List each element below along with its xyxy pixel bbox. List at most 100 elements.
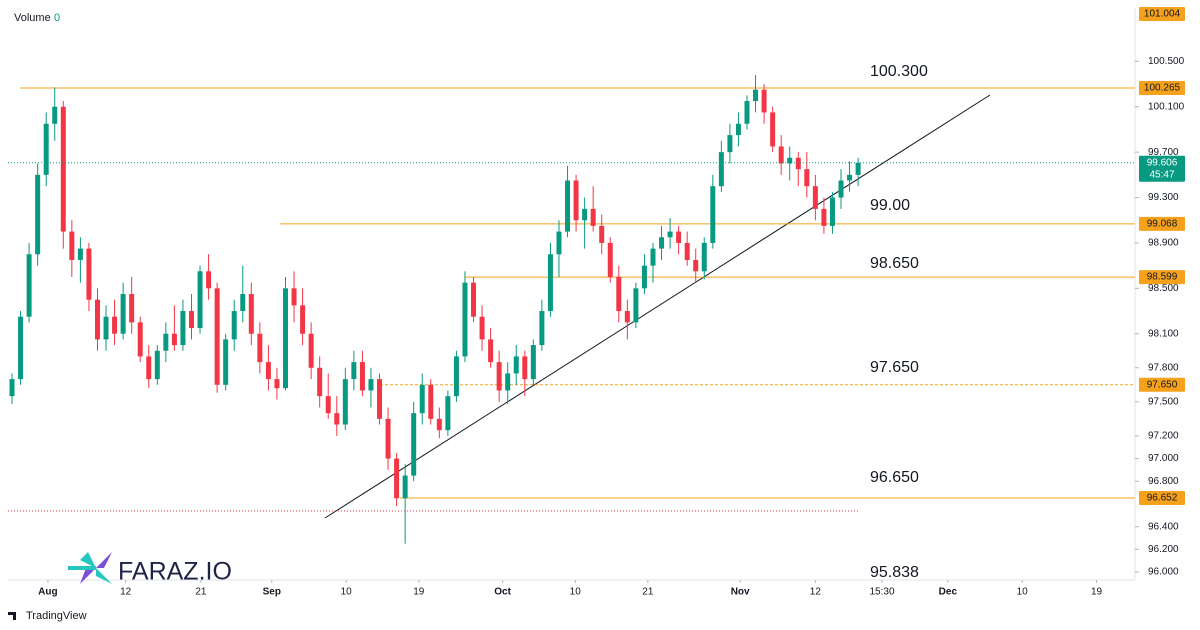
candle-body bbox=[445, 396, 451, 431]
y-tick-label: 97.200 bbox=[1148, 431, 1179, 442]
candle-body bbox=[77, 248, 83, 260]
candle-body bbox=[86, 248, 92, 300]
x-tick-label: Oct bbox=[494, 587, 511, 598]
candle-body bbox=[847, 174, 853, 181]
candle-body bbox=[821, 208, 827, 226]
candle-body bbox=[419, 384, 425, 414]
candle-body bbox=[154, 350, 160, 380]
annotation: 99.00 bbox=[870, 197, 910, 214]
level-price-label: 101.004 bbox=[1144, 9, 1181, 20]
candle-body bbox=[9, 379, 15, 397]
candle-body bbox=[505, 373, 511, 391]
candles bbox=[9, 74, 861, 544]
countdown-label: 45:47 bbox=[1149, 169, 1174, 180]
candle-body bbox=[693, 259, 699, 272]
x-tick-label: 21 bbox=[642, 587, 654, 598]
candle-body bbox=[265, 362, 271, 380]
y-tick-label: 98.500 bbox=[1148, 283, 1179, 294]
candle-body bbox=[565, 180, 571, 232]
candle-body bbox=[308, 333, 314, 368]
candle-body bbox=[137, 322, 143, 357]
candle-body bbox=[607, 242, 613, 277]
candle-body bbox=[633, 288, 639, 323]
candle-body bbox=[26, 254, 32, 317]
y-tick-label: 99.300 bbox=[1148, 192, 1179, 203]
candle-body bbox=[188, 311, 194, 329]
x-tick-label: Aug bbox=[38, 587, 57, 598]
candle-body bbox=[428, 384, 434, 419]
level-price-box bbox=[1139, 491, 1185, 506]
candle-body bbox=[112, 316, 118, 334]
candle-body bbox=[641, 265, 647, 289]
x-tick-label: 10 bbox=[341, 587, 353, 598]
candle-body bbox=[385, 418, 391, 459]
candle-body bbox=[471, 282, 477, 317]
candle-body bbox=[795, 157, 801, 170]
candle-body bbox=[325, 396, 331, 414]
annotation: 96.650 bbox=[870, 469, 919, 486]
candle-body bbox=[248, 294, 254, 334]
y-tick-label: 96.200 bbox=[1148, 544, 1179, 555]
level-price-label: 97.650 bbox=[1147, 379, 1178, 390]
candle-body bbox=[812, 186, 818, 209]
candle-body bbox=[146, 356, 152, 380]
candle-body bbox=[402, 475, 408, 499]
candle-body bbox=[479, 316, 485, 340]
level-price-box bbox=[1139, 270, 1185, 285]
candle-body bbox=[522, 356, 528, 380]
x-tick-label: 19 bbox=[413, 587, 425, 598]
candle-body bbox=[804, 169, 810, 187]
x-tick-label: Nov bbox=[731, 587, 750, 598]
candle-body bbox=[701, 242, 707, 272]
level-price-box bbox=[1139, 81, 1185, 96]
candle-body bbox=[829, 197, 835, 226]
candle-body bbox=[120, 294, 126, 334]
last-price-box bbox=[1139, 155, 1185, 182]
candle-body bbox=[180, 311, 186, 346]
x-tick-label: 12 bbox=[810, 587, 822, 598]
legend-label: Volume bbox=[14, 12, 51, 24]
y-tick-label: 97.800 bbox=[1148, 362, 1179, 373]
candle-body bbox=[530, 345, 536, 380]
candle-body bbox=[582, 208, 588, 221]
candle-body bbox=[206, 271, 212, 289]
candle-body bbox=[368, 379, 374, 391]
last-price-label: 99.606 bbox=[1147, 157, 1178, 168]
candle-body bbox=[616, 276, 622, 312]
y-tick-label: 98.100 bbox=[1148, 328, 1179, 339]
level-price-label: 96.652 bbox=[1147, 493, 1178, 504]
y-tick-label: 97.000 bbox=[1148, 453, 1179, 464]
candle-body bbox=[676, 231, 682, 243]
footer-logo bbox=[8, 612, 16, 620]
candle-body bbox=[274, 379, 280, 389]
level-price-label: 100.265 bbox=[1144, 83, 1181, 94]
candle-body bbox=[35, 174, 41, 255]
candle-body bbox=[761, 89, 767, 113]
candle-body bbox=[753, 89, 759, 102]
level-price-box bbox=[1139, 7, 1185, 21]
candle-body bbox=[710, 186, 716, 243]
level-price-label: 99.068 bbox=[1147, 219, 1178, 230]
x-tick-label: 19 bbox=[1091, 587, 1103, 598]
candle-body bbox=[334, 413, 340, 425]
candle-body bbox=[197, 271, 203, 329]
candle-body bbox=[214, 288, 220, 385]
candle-body bbox=[727, 135, 733, 153]
candle-body bbox=[52, 106, 58, 124]
candle-body bbox=[171, 333, 177, 346]
x-tick-label: 12 bbox=[120, 587, 132, 598]
candle-body bbox=[590, 208, 596, 226]
y-tick-label: 99.700 bbox=[1148, 147, 1179, 158]
x-tick-label: 10 bbox=[570, 587, 582, 598]
candle-body bbox=[103, 316, 109, 340]
candle-body bbox=[718, 152, 724, 187]
candle-body bbox=[317, 367, 323, 397]
candle-body bbox=[496, 362, 502, 391]
candle-body bbox=[436, 418, 442, 431]
candle-body bbox=[838, 180, 844, 198]
candle-body bbox=[770, 112, 776, 147]
y-tick-label: 96.800 bbox=[1148, 476, 1179, 487]
candle-body bbox=[684, 242, 690, 260]
